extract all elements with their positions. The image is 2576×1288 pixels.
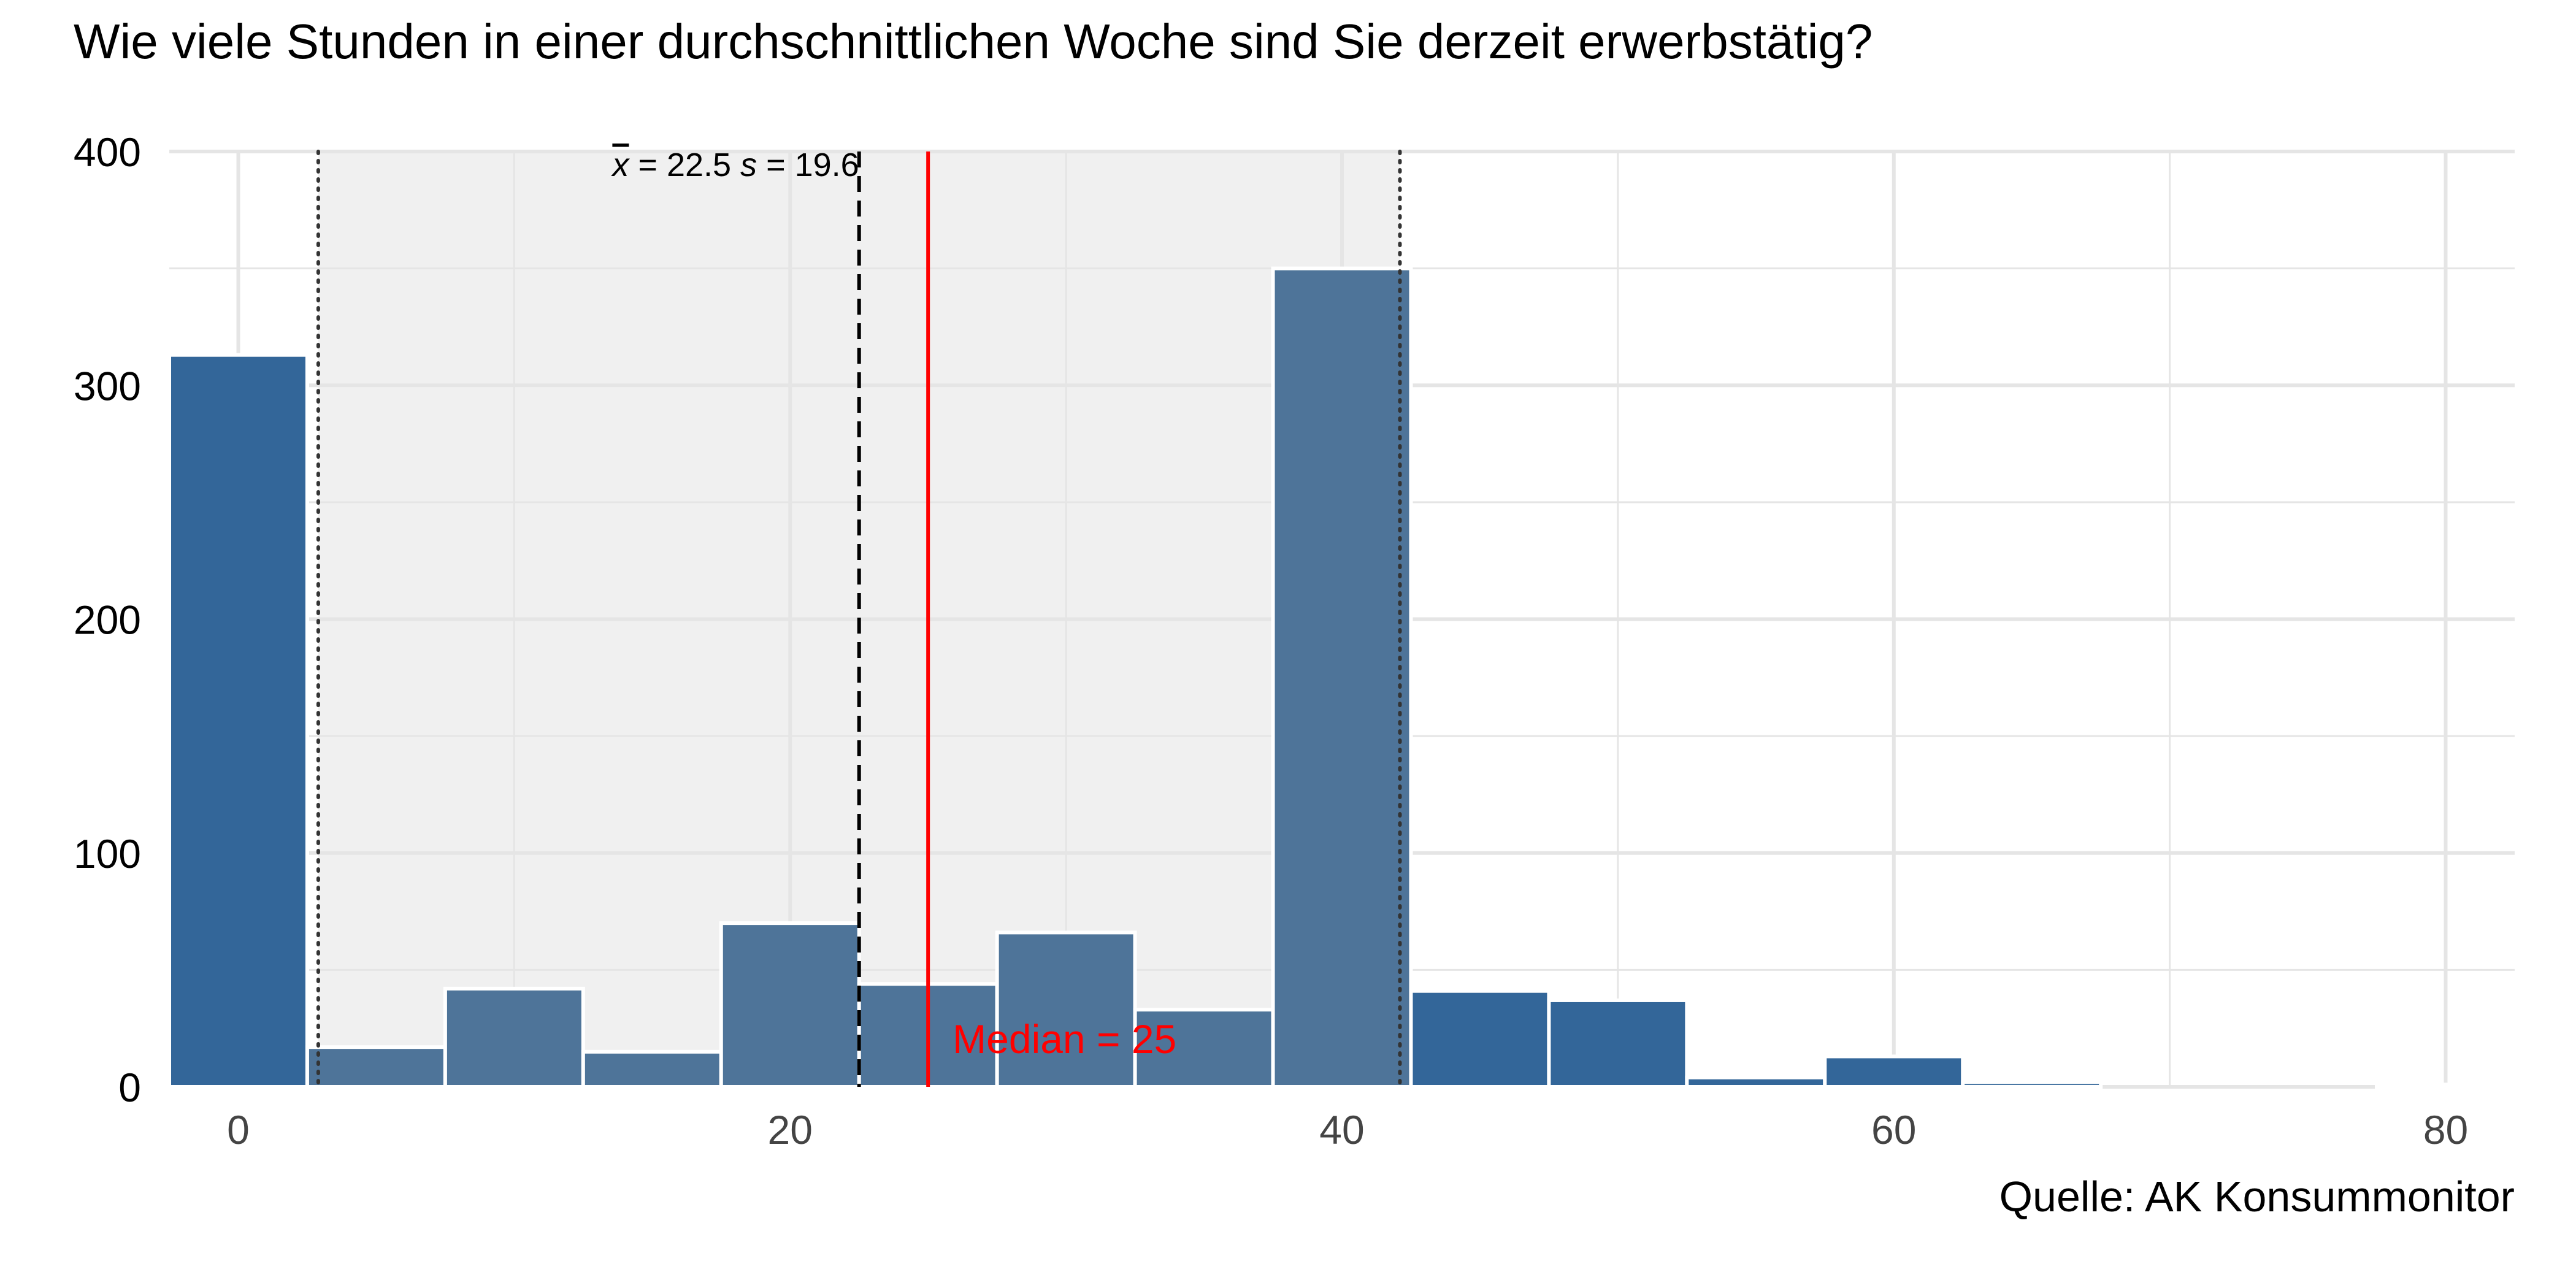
chart-caption: Quelle: AK Konsummonitor <box>1999 1173 2515 1221</box>
x-tick-label: 40 <box>1319 1107 1364 1152</box>
y-tick-label: 200 <box>74 597 141 643</box>
histogram-bar <box>167 353 309 1089</box>
chart-title: Wie viele Stunden in einer durchschnittl… <box>74 14 1873 69</box>
histogram-bar <box>581 1049 723 1089</box>
x-tick-label: 20 <box>768 1107 813 1152</box>
histogram-bar <box>1547 998 1689 1089</box>
histogram-bar <box>1685 1075 1827 1089</box>
histogram-bar <box>305 1045 447 1089</box>
histogram-bar <box>2375 1083 2517 1089</box>
histogram-bar <box>1271 266 1413 1089</box>
histogram-bar <box>1409 989 1551 1089</box>
x-tick-label: 60 <box>1871 1107 1916 1152</box>
histogram-bar <box>1823 1054 1965 1089</box>
y-tick-label: 0 <box>118 1065 141 1110</box>
mean-sd-label: x = 22.5 s = 19.6 <box>610 147 859 183</box>
histogram-bar <box>995 930 1137 1089</box>
x-tick-label: 0 <box>227 1107 250 1152</box>
y-tick-label: 400 <box>74 129 141 175</box>
y-tick-label: 300 <box>74 363 141 408</box>
histogram-bar <box>1961 1080 2103 1089</box>
y-tick-label: 100 <box>74 831 141 876</box>
x-tick-label: 80 <box>2423 1107 2468 1152</box>
histogram-bar <box>719 921 861 1089</box>
median-label: Median = 25 <box>953 1016 1176 1062</box>
histogram-bar <box>443 986 585 1089</box>
